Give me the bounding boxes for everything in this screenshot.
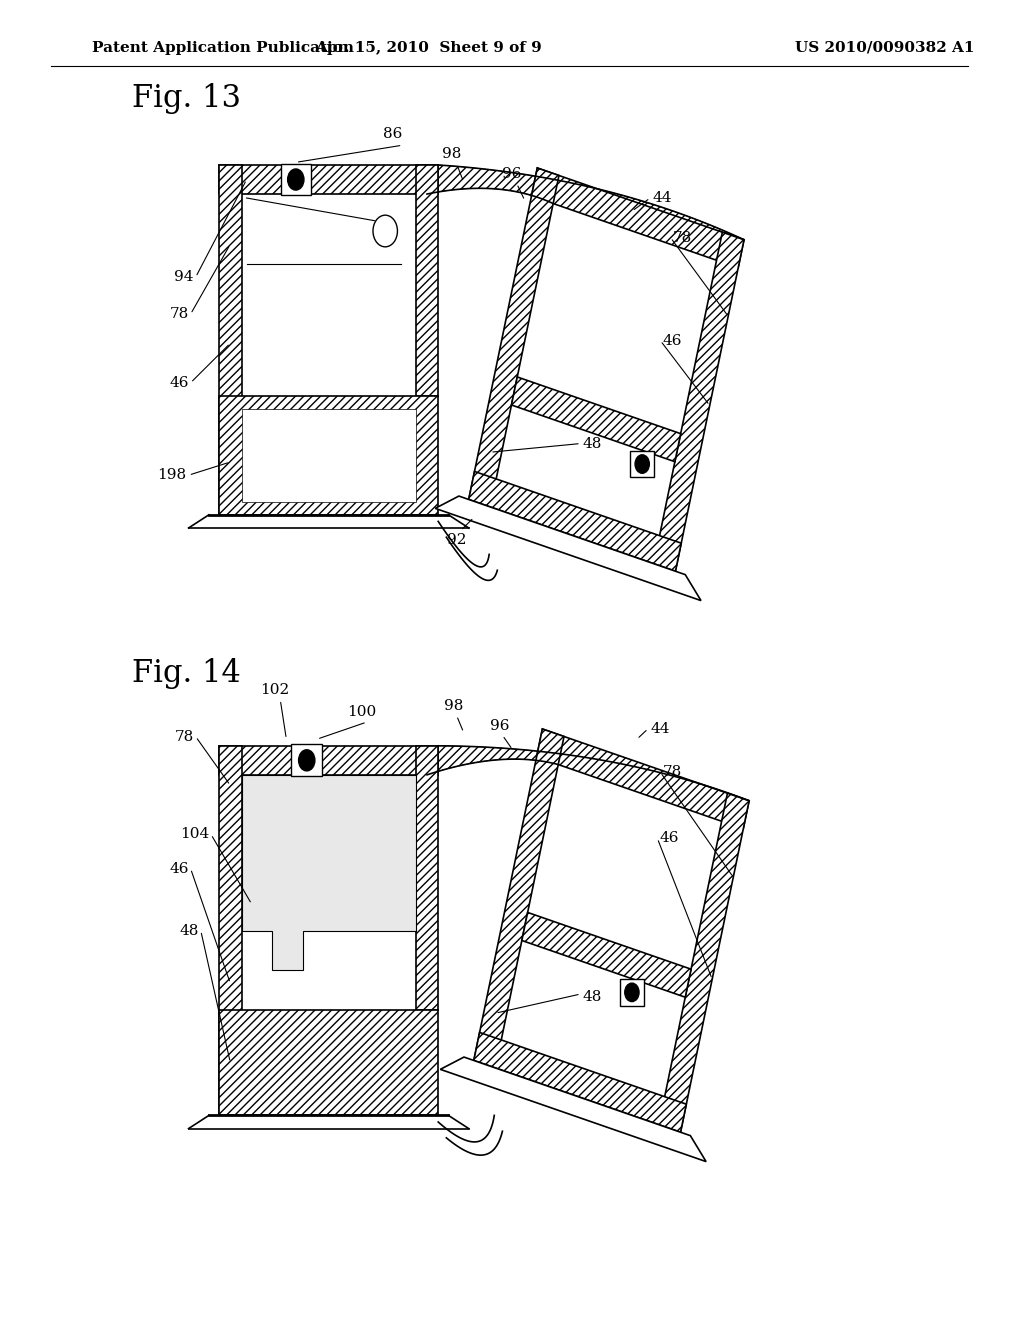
Polygon shape — [219, 165, 242, 515]
Polygon shape — [497, 203, 717, 536]
Polygon shape — [537, 729, 750, 829]
Text: 86: 86 — [383, 127, 402, 141]
Polygon shape — [658, 793, 750, 1133]
Polygon shape — [281, 164, 311, 195]
Text: 96: 96 — [502, 166, 521, 181]
Polygon shape — [511, 378, 681, 462]
Polygon shape — [242, 409, 416, 502]
Polygon shape — [427, 746, 750, 801]
Text: 46: 46 — [659, 832, 679, 845]
Text: Fig. 13: Fig. 13 — [132, 83, 242, 115]
Polygon shape — [469, 471, 681, 572]
Polygon shape — [219, 396, 438, 515]
Polygon shape — [416, 746, 438, 1010]
Polygon shape — [219, 1010, 438, 1115]
Text: 96: 96 — [489, 718, 509, 733]
Text: US 2010/0090382 A1: US 2010/0090382 A1 — [795, 41, 975, 54]
Text: 48: 48 — [179, 924, 199, 937]
Text: 100: 100 — [347, 705, 377, 719]
Polygon shape — [620, 979, 644, 1006]
Text: Patent Application Publication: Patent Application Publication — [92, 41, 353, 54]
Polygon shape — [469, 168, 559, 507]
Polygon shape — [219, 746, 438, 775]
Text: 78: 78 — [174, 730, 194, 743]
Polygon shape — [522, 912, 691, 997]
Circle shape — [373, 215, 397, 247]
Circle shape — [299, 750, 315, 771]
Polygon shape — [292, 744, 322, 776]
Polygon shape — [435, 496, 701, 601]
Polygon shape — [242, 194, 416, 396]
Text: 46: 46 — [169, 862, 188, 875]
Text: 98: 98 — [441, 147, 461, 161]
Circle shape — [625, 983, 639, 1002]
Polygon shape — [219, 746, 242, 1115]
Text: 46: 46 — [663, 334, 682, 347]
Text: 198: 198 — [158, 469, 186, 482]
Circle shape — [288, 169, 304, 190]
Polygon shape — [427, 165, 744, 240]
Text: Fig. 14: Fig. 14 — [132, 657, 242, 689]
Text: 92: 92 — [446, 533, 466, 548]
Text: Apr. 15, 2010  Sheet 9 of 9: Apr. 15, 2010 Sheet 9 of 9 — [314, 41, 542, 54]
Text: 94: 94 — [174, 271, 194, 284]
Polygon shape — [416, 165, 438, 396]
Text: 46: 46 — [169, 376, 188, 389]
Polygon shape — [242, 775, 416, 970]
Text: 78: 78 — [169, 308, 188, 321]
Text: 48: 48 — [583, 437, 602, 450]
Polygon shape — [242, 775, 416, 1010]
Polygon shape — [531, 168, 744, 268]
Polygon shape — [474, 729, 564, 1068]
Text: 78: 78 — [673, 231, 692, 244]
Circle shape — [635, 455, 649, 474]
Text: 78: 78 — [663, 766, 682, 779]
Polygon shape — [630, 451, 654, 478]
Polygon shape — [502, 764, 722, 1097]
Text: 44: 44 — [650, 722, 670, 735]
Text: 44: 44 — [652, 191, 672, 205]
Polygon shape — [219, 165, 438, 194]
Polygon shape — [474, 1032, 686, 1133]
Text: 104: 104 — [179, 828, 209, 841]
Text: 98: 98 — [443, 698, 463, 713]
Text: 102: 102 — [260, 682, 290, 697]
Polygon shape — [440, 1057, 707, 1162]
Polygon shape — [653, 232, 744, 572]
Text: 48: 48 — [583, 990, 602, 1003]
